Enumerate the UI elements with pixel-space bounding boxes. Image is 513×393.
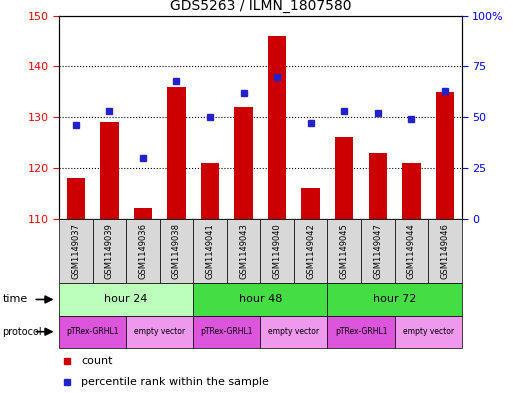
Text: GSM1149036: GSM1149036 bbox=[139, 223, 147, 279]
Text: GSM1149039: GSM1149039 bbox=[105, 223, 114, 279]
Bar bbox=[167, 87, 186, 219]
Bar bbox=[59, 219, 92, 283]
Bar bbox=[160, 219, 193, 283]
Bar bbox=[436, 92, 454, 219]
Bar bbox=[260, 316, 327, 348]
Text: pTRex-GRHL1: pTRex-GRHL1 bbox=[201, 327, 253, 336]
Text: hour 48: hour 48 bbox=[239, 294, 282, 305]
Bar bbox=[227, 219, 260, 283]
Text: protocol: protocol bbox=[3, 327, 42, 337]
Bar bbox=[361, 219, 394, 283]
Bar bbox=[268, 36, 286, 219]
Text: GSM1149045: GSM1149045 bbox=[340, 223, 349, 279]
Bar bbox=[327, 316, 394, 348]
Bar bbox=[201, 163, 219, 219]
Bar bbox=[335, 138, 353, 219]
Bar bbox=[294, 219, 327, 283]
Bar bbox=[193, 219, 227, 283]
Bar bbox=[327, 219, 361, 283]
Bar bbox=[193, 283, 327, 316]
Text: GSM1149037: GSM1149037 bbox=[71, 223, 80, 279]
Title: GDS5263 / ILMN_1807580: GDS5263 / ILMN_1807580 bbox=[170, 0, 351, 13]
Bar bbox=[327, 283, 462, 316]
Bar bbox=[394, 219, 428, 283]
Text: count: count bbox=[81, 356, 113, 366]
Bar bbox=[92, 219, 126, 283]
Text: empty vector: empty vector bbox=[268, 327, 320, 336]
Bar bbox=[368, 152, 387, 219]
Text: GSM1149041: GSM1149041 bbox=[206, 223, 214, 279]
Text: hour 72: hour 72 bbox=[373, 294, 416, 305]
Text: empty vector: empty vector bbox=[403, 327, 453, 336]
Bar bbox=[402, 163, 421, 219]
Text: GSM1149044: GSM1149044 bbox=[407, 223, 416, 279]
Bar bbox=[67, 178, 85, 219]
Bar bbox=[59, 316, 126, 348]
Bar bbox=[126, 316, 193, 348]
Text: GSM1149040: GSM1149040 bbox=[272, 223, 282, 279]
Text: pTRex-GRHL1: pTRex-GRHL1 bbox=[66, 327, 119, 336]
Bar bbox=[234, 107, 253, 219]
Text: GSM1149042: GSM1149042 bbox=[306, 223, 315, 279]
Text: percentile rank within the sample: percentile rank within the sample bbox=[81, 377, 269, 387]
Bar bbox=[428, 219, 462, 283]
Bar bbox=[193, 316, 260, 348]
Text: empty vector: empty vector bbox=[134, 327, 185, 336]
Bar bbox=[126, 219, 160, 283]
Text: hour 24: hour 24 bbox=[105, 294, 148, 305]
Bar bbox=[394, 316, 462, 348]
Bar bbox=[59, 283, 193, 316]
Bar bbox=[260, 219, 294, 283]
Text: GSM1149043: GSM1149043 bbox=[239, 223, 248, 279]
Bar bbox=[302, 188, 320, 219]
Text: pTRex-GRHL1: pTRex-GRHL1 bbox=[335, 327, 387, 336]
Bar bbox=[100, 122, 119, 219]
Text: time: time bbox=[3, 294, 28, 305]
Bar bbox=[134, 208, 152, 219]
Text: GSM1149047: GSM1149047 bbox=[373, 223, 382, 279]
Text: GSM1149038: GSM1149038 bbox=[172, 223, 181, 279]
Text: GSM1149046: GSM1149046 bbox=[441, 223, 449, 279]
